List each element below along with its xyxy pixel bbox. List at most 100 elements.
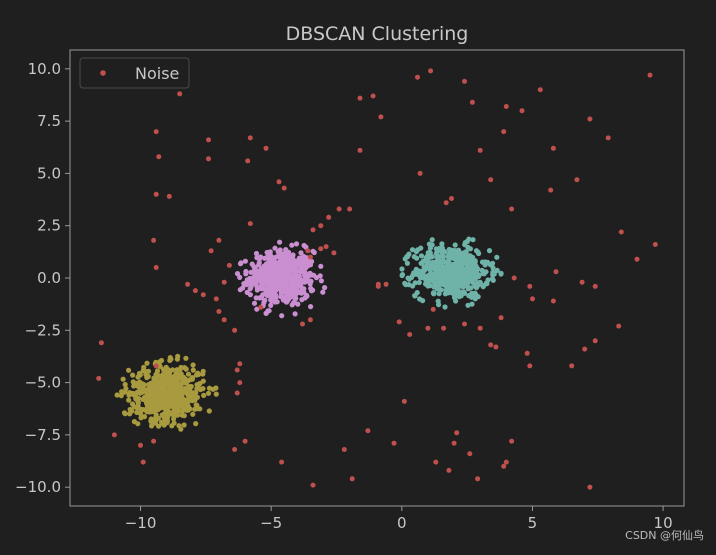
cluster-2-point: [130, 379, 136, 385]
cluster-0-point: [291, 260, 297, 266]
cluster-1-point: [456, 293, 462, 299]
noise-point: [407, 332, 413, 337]
cluster-2-point: [123, 386, 129, 392]
noise-point: [477, 147, 483, 153]
cluster-2-point: [157, 363, 163, 369]
cluster-1-point: [460, 284, 466, 290]
cluster-2-point: [131, 383, 137, 389]
cluster-2-point: [206, 408, 212, 414]
noise-point: [370, 93, 376, 99]
cluster-1-point: [416, 279, 422, 286]
noise-point: [592, 338, 598, 344]
y-tick-label: 0.0: [37, 269, 61, 287]
cluster-0-point: [254, 306, 260, 312]
cluster-2-point: [178, 426, 184, 432]
cluster-2-point: [192, 406, 198, 412]
cluster-2-point: [156, 423, 162, 429]
cluster-2-point: [191, 392, 197, 398]
cluster-0-point: [267, 249, 273, 255]
cluster-1-point: [405, 254, 411, 260]
noise-point: [488, 177, 494, 183]
noise-point: [462, 78, 467, 84]
cluster-0-point: [247, 286, 253, 292]
cluster-0-point: [254, 284, 260, 290]
cluster-2-point: [149, 402, 155, 408]
cluster-2-point: [134, 405, 140, 411]
cluster-1-point: [418, 260, 424, 266]
noise-point: [232, 447, 238, 452]
y-tick-label: −5.0: [25, 374, 61, 392]
cluster-0-point: [274, 299, 280, 305]
noise-point: [592, 283, 598, 289]
cluster-2-point: [127, 406, 133, 413]
cluster-0-point: [308, 278, 314, 284]
noise-point: [503, 104, 509, 109]
cluster-2-point: [126, 397, 132, 403]
noise-point: [245, 158, 251, 164]
noise-point: [443, 200, 449, 206]
noise-point: [616, 323, 622, 329]
cluster-2-point: [184, 407, 190, 413]
cluster-0-point: [271, 265, 277, 271]
cluster-2-point: [213, 391, 219, 397]
cluster-0-point: [286, 296, 292, 302]
noise-point: [441, 325, 447, 331]
cluster-1-point: [438, 259, 444, 265]
noise-point: [425, 325, 431, 331]
noise-point: [156, 154, 162, 160]
y-tick-label: −7.5: [25, 426, 61, 444]
noise-point: [493, 344, 499, 350]
noise-point: [307, 317, 313, 323]
cluster-0-point: [270, 277, 276, 283]
cluster-2-point: [147, 381, 153, 387]
noise-point: [310, 482, 316, 488]
cluster-2-point: [181, 365, 188, 371]
cluster-2-point: [167, 355, 173, 361]
noise-point: [98, 340, 104, 346]
cluster-1-point: [438, 287, 444, 293]
cluster-0-point: [291, 267, 297, 273]
cluster-0-point: [295, 301, 301, 307]
cluster-0-point: [267, 269, 273, 275]
noise-point: [537, 87, 543, 93]
cluster-1-point: [443, 270, 449, 276]
cluster-2-point: [190, 362, 196, 368]
cluster-0-point: [252, 264, 258, 270]
cluster-2-point: [148, 416, 154, 422]
noise-point: [247, 221, 253, 227]
cluster-1-point: [470, 279, 476, 286]
cluster-0-point: [285, 290, 292, 296]
cluster-2-point: [149, 423, 155, 429]
cluster-1-point: [446, 246, 452, 253]
cluster-1-point: [430, 290, 436, 296]
cluster-2-point: [168, 411, 174, 417]
y-tick-label: 5.0: [37, 164, 61, 182]
noise-point: [153, 129, 159, 135]
cluster-2-point: [171, 416, 177, 422]
cluster-1-point: [427, 245, 433, 251]
cluster-0-point: [243, 268, 249, 275]
cluster-0-point: [288, 281, 294, 287]
noise-point: [462, 321, 467, 327]
noise-point: [652, 242, 658, 247]
noise-point: [151, 237, 157, 243]
noise-point: [501, 129, 507, 135]
cluster-0-point: [251, 274, 257, 281]
cluster-2-point: [196, 371, 202, 377]
cluster-0-point: [262, 255, 268, 261]
noise-point: [488, 342, 494, 348]
cluster-1-point: [426, 241, 432, 247]
cluster-0-point: [258, 274, 264, 280]
cluster-1-point: [483, 269, 489, 275]
cluster-0-point: [288, 255, 295, 262]
cluster-2-point: [145, 393, 151, 399]
cluster-2-point: [174, 412, 180, 418]
cluster-2-point: [162, 401, 168, 407]
cluster-2-point: [138, 415, 144, 421]
cluster-0-point: [293, 295, 299, 301]
noise-point: [221, 279, 227, 285]
cluster-0-point: [277, 247, 283, 253]
cluster-1-point: [399, 272, 405, 279]
cluster-0-point: [311, 249, 317, 256]
